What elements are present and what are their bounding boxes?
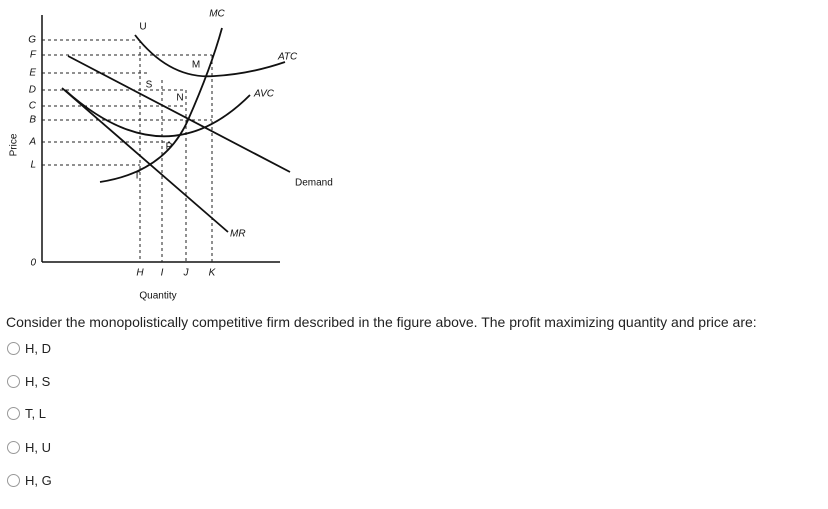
radio[interactable] bbox=[7, 375, 20, 388]
option-label: H, G bbox=[25, 473, 52, 488]
radio[interactable] bbox=[7, 441, 20, 454]
curve-label: Demand bbox=[295, 178, 333, 189]
figure: Price Quantity G F E D C B A L 0 H I J K… bbox=[9, 9, 333, 302]
mr-curve bbox=[61, 87, 229, 233]
quantity-label: H bbox=[136, 268, 144, 279]
curve-label: ATC bbox=[277, 52, 298, 63]
point-label: T bbox=[134, 171, 140, 182]
option[interactable]: T, L bbox=[7, 406, 46, 421]
y-axis-label: Price bbox=[9, 133, 20, 156]
quantity-label: I bbox=[161, 268, 164, 279]
option-label: H, U bbox=[25, 440, 51, 455]
curve-label: AVC bbox=[253, 89, 275, 100]
option-label: H, S bbox=[25, 374, 51, 389]
point-label: U bbox=[139, 22, 146, 33]
point-label: S bbox=[146, 80, 153, 91]
price-label: D bbox=[29, 85, 36, 96]
option[interactable]: H, U bbox=[7, 440, 51, 455]
price-label: G bbox=[28, 35, 36, 46]
radio[interactable] bbox=[7, 407, 20, 420]
mc-curve bbox=[99, 27, 223, 183]
price-label: E bbox=[29, 68, 36, 79]
point-label: N bbox=[176, 93, 183, 104]
option-label: H, D bbox=[25, 341, 51, 356]
price-label: F bbox=[30, 50, 37, 61]
point-label: P bbox=[166, 142, 173, 153]
demand-curve bbox=[67, 55, 291, 173]
option[interactable]: H, S bbox=[7, 374, 50, 389]
price-label: C bbox=[29, 101, 37, 112]
option[interactable]: H, D bbox=[7, 341, 51, 356]
radio[interactable] bbox=[7, 342, 20, 355]
x-axis-label: Quantity bbox=[139, 291, 176, 302]
atc-curve bbox=[134, 34, 286, 78]
price-label: 0 bbox=[30, 258, 36, 269]
quantity-label: J bbox=[183, 268, 190, 279]
curve-label: MC bbox=[209, 9, 225, 20]
question: Consider the monopolistically competitiv… bbox=[6, 314, 757, 330]
avc-curve bbox=[64, 89, 251, 138]
option[interactable]: H, G bbox=[7, 473, 52, 488]
price-label: L bbox=[30, 160, 36, 171]
point-label: M bbox=[192, 60, 200, 71]
radio[interactable] bbox=[7, 474, 20, 487]
option-label: T, L bbox=[25, 406, 46, 421]
quantity-label: K bbox=[209, 268, 217, 279]
price-label: A bbox=[28, 137, 36, 148]
curve-label: MR bbox=[230, 229, 246, 240]
price-label: B bbox=[29, 115, 36, 126]
